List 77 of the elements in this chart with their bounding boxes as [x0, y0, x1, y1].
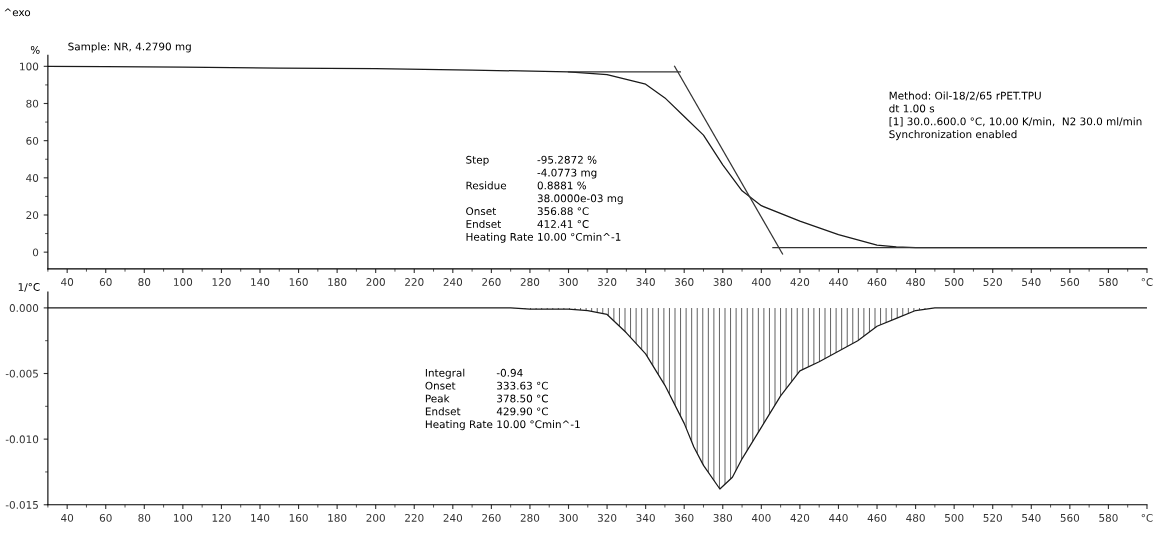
x-tick-label: 140	[251, 513, 270, 522]
x-tick-label: 440	[829, 513, 848, 522]
text: ^exo	[4, 8, 31, 17]
x-tick-label: 160	[289, 278, 308, 286]
x-tick-label: 60	[99, 513, 112, 522]
x-tick-label: 440	[829, 278, 848, 286]
text: Sample: NR, 4.2790 mg	[68, 42, 191, 53]
x-tick-label: 560	[1060, 513, 1080, 522]
x-tick-label: 460	[867, 513, 887, 522]
y-tick-label: 80	[26, 99, 39, 108]
x-tick-label: 320	[597, 513, 617, 522]
x-tick-label: 180	[328, 513, 347, 522]
x-tick-label: 580	[1099, 513, 1118, 522]
x-tick-label: 360	[675, 513, 694, 522]
x-tick-label: 580	[1099, 278, 1118, 286]
x-tick-label: 100	[174, 278, 193, 286]
annotation: Integral Onset Peak Endset Heating Rate	[425, 368, 493, 431]
x-tick-label: 500	[945, 278, 964, 286]
x-tick-label: °C	[1141, 513, 1153, 522]
x-tick-label: 400	[751, 278, 771, 286]
x-tick-label: 160	[289, 513, 308, 522]
x-tick-label: 120	[212, 513, 231, 522]
x-tick-label: 480	[906, 513, 925, 522]
x-tick-label: 540	[1022, 513, 1041, 522]
y-axis-title: 1/°C	[18, 283, 40, 292]
annotation: Method: Oil-18/2/65 rPET.TPU dt 1.00 s [1] 30.0..600.0 °C, 10.00 K/min, N2 30.0 ml/min Synchronization enabled	[889, 91, 1142, 141]
x-tick-label: 560	[1060, 278, 1080, 286]
x-tick-label: 180	[328, 278, 347, 286]
x-tick-label: 60	[99, 278, 112, 286]
x-tick-label: 400	[751, 513, 771, 522]
x-tick-label: 340	[636, 513, 655, 522]
x-tick-label: 420	[790, 278, 810, 286]
annotation: -95.2872 % -4.0773 mg 0.8881 % 38.0000e-03 mg 356.88 °C 412.41 °C 10.00 °Cmin^-1	[537, 155, 623, 241]
y-axis-title: %	[30, 46, 40, 54]
x-tick-label: 300	[559, 278, 578, 286]
x-tick-label: 320	[597, 278, 617, 286]
x-tick-label: 280	[520, 513, 540, 522]
x-tick-label: 340	[636, 278, 655, 286]
y-tick-label: -0.005	[5, 369, 38, 378]
x-tick-label: 480	[906, 278, 925, 286]
x-tick-label: 380	[713, 278, 733, 286]
x-tick-label: 220	[405, 278, 424, 286]
x-tick-label: 520	[983, 513, 1002, 522]
x-tick-label: 140	[251, 278, 270, 286]
x-tick-label: 200	[366, 278, 385, 286]
x-tick-label: 80	[138, 278, 151, 286]
x-tick-label: 40	[61, 278, 74, 286]
x-tick-label: 120	[212, 278, 231, 286]
x-tick-label: 420	[790, 513, 810, 522]
x-tick-label: 100	[174, 513, 193, 522]
x-tick-label: 200	[366, 513, 385, 522]
y-tick-label: 0.000	[9, 304, 39, 312]
y-tick-label: 20	[26, 211, 39, 220]
y-tick-label: 0	[32, 248, 39, 257]
y-tick-label: -0.010	[5, 435, 39, 444]
x-tick-label: 260	[482, 278, 501, 286]
y-tick-label: 40	[26, 174, 39, 182]
x-tick-label: 520	[983, 278, 1002, 286]
x-tick-label: 500	[945, 513, 964, 522]
x-tick-label: 80	[138, 513, 151, 522]
x-tick-label: 380	[713, 513, 733, 522]
x-tick-label: 240	[443, 513, 463, 522]
x-tick-label: °C	[1141, 278, 1153, 286]
text: Step Residue Onset Endset Heating Rate	[466, 155, 533, 243]
x-tick-label: 260	[482, 513, 501, 522]
x-tick-label: 540	[1022, 278, 1041, 286]
y-tick-label: 100	[20, 62, 39, 71]
x-tick-label: 460	[867, 278, 887, 286]
x-tick-label: 280	[520, 278, 540, 286]
x-tick-label: 240	[443, 278, 463, 286]
y-tick-label: 60	[26, 136, 39, 145]
x-tick-label: 300	[559, 513, 578, 522]
x-tick-label: 360	[675, 278, 694, 286]
x-tick-label: 220	[405, 513, 424, 522]
y-tick-label: -0.015	[5, 500, 38, 509]
annotation: -0.94 333.63 °C 378.50 °C 429.90 °C 10.00 °Cmin^-1	[496, 368, 580, 429]
x-tick-label: 40	[61, 513, 74, 522]
